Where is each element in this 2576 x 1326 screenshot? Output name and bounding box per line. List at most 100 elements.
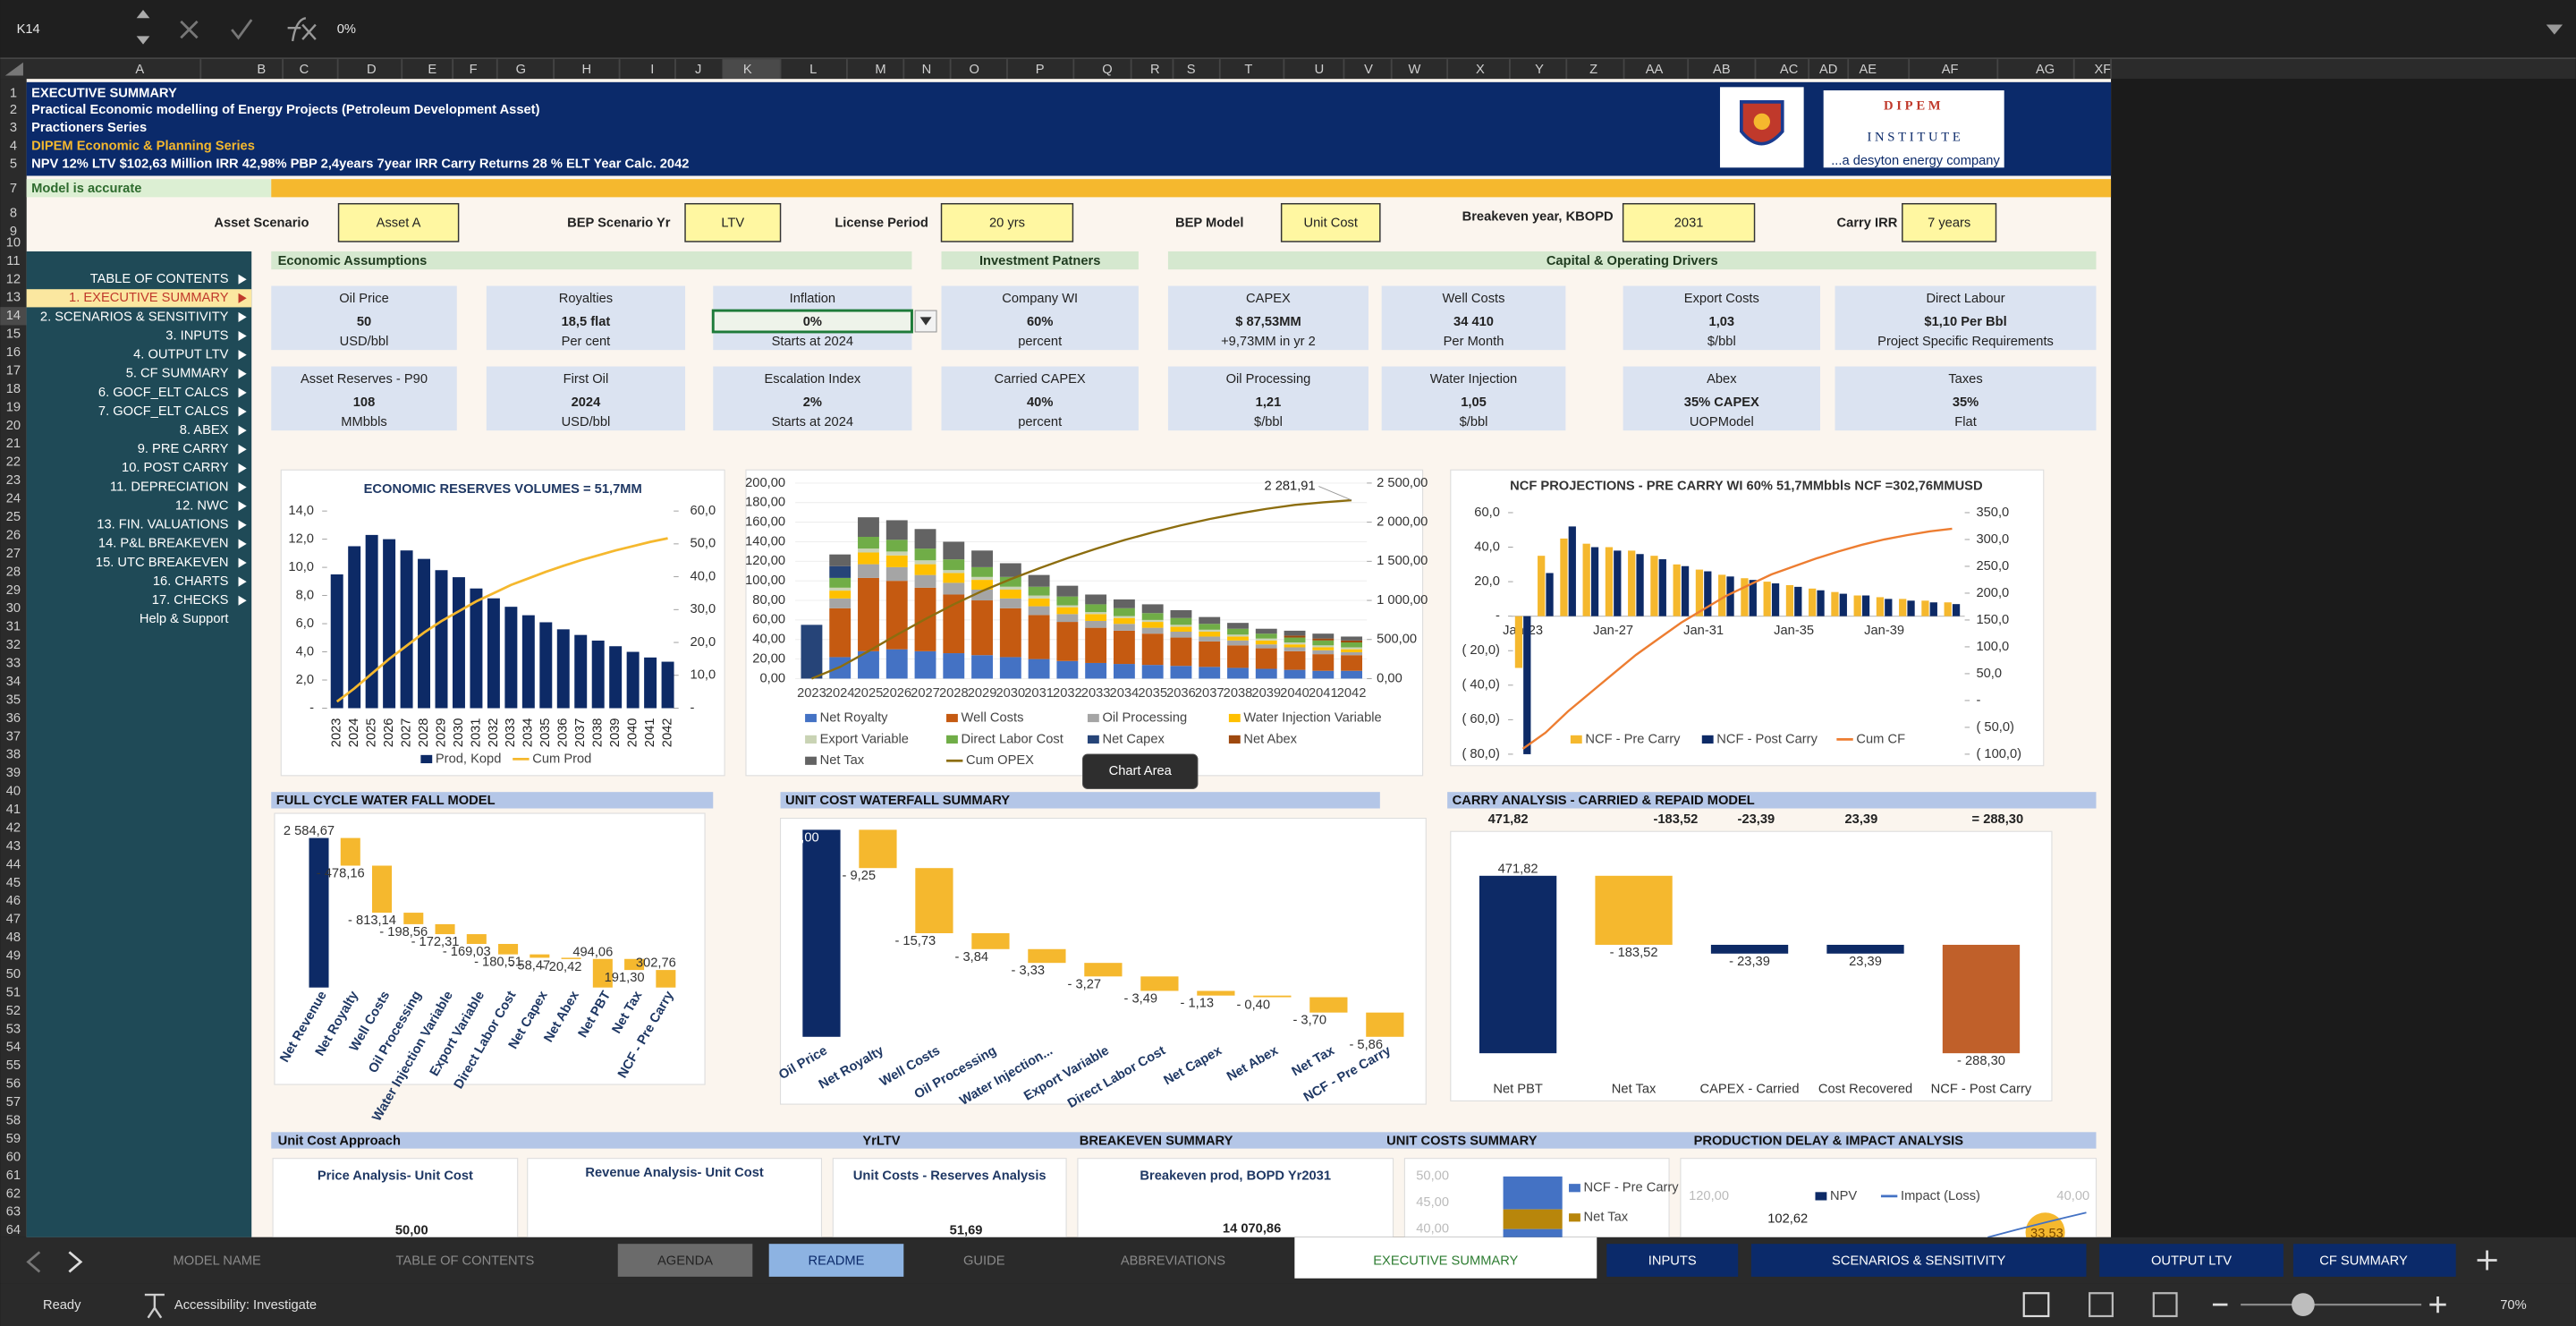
sheet-tab-label[interactable]: OUTPUT LTV [2151, 1254, 2232, 1268]
column-header[interactable]: AA [1646, 63, 1664, 77]
sheet-tab-label[interactable]: MODEL NAME [174, 1254, 261, 1268]
navigation-link[interactable]: 9. PRE CARRY [138, 442, 229, 456]
column-header[interactable]: K [743, 63, 752, 77]
zoom-thumb[interactable] [2292, 1293, 2315, 1316]
sheet-tab[interactable] [1294, 1237, 1597, 1279]
navigation-link[interactable]: Help & Support [140, 612, 229, 626]
column-header[interactable]: M [875, 63, 886, 77]
row-header[interactable]: 11 [6, 254, 20, 268]
row-header[interactable]: 57 [6, 1095, 21, 1109]
selector-value[interactable]: 7 years [1928, 217, 1970, 231]
sheet-tab-label[interactable]: ABBREVIATIONS [1121, 1254, 1225, 1268]
row-header[interactable]: 3 [10, 121, 17, 135]
sheet-tab-label[interactable]: CF SUMMARY [2319, 1254, 2408, 1268]
navigation-link[interactable]: 8. ABEX [180, 423, 229, 438]
column-header[interactable]: S [1187, 63, 1196, 77]
column-header[interactable]: D [367, 63, 377, 77]
column-header[interactable]: AD [1819, 63, 1837, 77]
selector-value[interactable]: LTV [721, 217, 744, 231]
row-header[interactable]: 63 [6, 1205, 21, 1220]
row-header[interactable]: 34 [6, 675, 21, 689]
row-header[interactable]: 10 [6, 236, 21, 251]
row-header[interactable]: 20 [6, 419, 21, 433]
row-header[interactable]: 28 [6, 565, 21, 579]
column-header[interactable]: AC [1780, 63, 1799, 77]
row-header[interactable]: 7 [10, 182, 17, 196]
row-header[interactable]: 29 [6, 583, 21, 598]
selector-box[interactable] [1902, 202, 1997, 242]
column-header[interactable]: F [470, 63, 478, 77]
row-header[interactable]: 21 [6, 437, 21, 451]
column-header[interactable]: XF [2094, 63, 2111, 77]
row-header[interactable]: 45 [6, 876, 21, 890]
column-header[interactable]: X [1476, 63, 1485, 77]
row-header[interactable]: 13 [6, 291, 21, 305]
row-header[interactable]: 35 [6, 693, 21, 707]
row-header[interactable]: 61 [6, 1169, 21, 1183]
column-header[interactable]: B [257, 63, 266, 77]
row-header[interactable]: 42 [6, 820, 21, 835]
selector-box[interactable] [1622, 202, 1756, 242]
view-layout[interactable] [2089, 1292, 2114, 1318]
row-header[interactable]: 31 [6, 620, 21, 634]
row-header[interactable]: 24 [6, 492, 21, 506]
row-header[interactable]: 48 [6, 931, 21, 945]
row-header[interactable]: 4 [10, 139, 17, 153]
column-header[interactable]: Z [1589, 63, 1597, 77]
column-header[interactable]: R [1150, 63, 1160, 77]
column-header[interactable]: E [428, 63, 436, 77]
navigation-link[interactable]: 17. CHECKS [152, 593, 229, 608]
navigation-link[interactable]: 14. P&L BREAKEVEN [98, 537, 229, 551]
navigation-link[interactable]: 4. OUTPUT LTV [133, 348, 229, 362]
selector-value[interactable]: 20 yrs [989, 217, 1025, 231]
row-header[interactable]: 55 [6, 1058, 21, 1073]
row-header[interactable]: 19 [6, 400, 21, 414]
selector-box[interactable] [337, 202, 460, 242]
row-header[interactable]: 22 [6, 455, 21, 470]
row-header[interactable]: 60 [6, 1150, 21, 1164]
accessibility-status[interactable]: Accessibility: Investigate [174, 1298, 317, 1313]
column-header[interactable]: L [809, 63, 817, 77]
row-header[interactable]: 43 [6, 839, 21, 854]
row-header[interactable]: 46 [6, 894, 21, 908]
row-header[interactable]: 59 [6, 1132, 21, 1146]
navigation-link[interactable]: TABLE OF CONTENTS [90, 272, 229, 286]
sheet-tab-label[interactable]: GUIDE [963, 1254, 1005, 1268]
row-header[interactable]: 49 [6, 949, 21, 964]
sheet-tab[interactable] [1750, 1244, 2087, 1277]
row-header[interactable]: 54 [6, 1041, 21, 1055]
row-header[interactable]: 15 [6, 327, 21, 342]
view-normal[interactable] [2022, 1292, 2050, 1318]
row-header[interactable]: 26 [6, 528, 21, 542]
column-header[interactable]: T [1244, 63, 1252, 77]
navigation-link[interactable]: 5. CF SUMMARY [126, 367, 229, 381]
row-header[interactable]: 5 [10, 157, 17, 172]
column-header[interactable]: A [135, 63, 144, 77]
row-header[interactable]: 44 [6, 857, 21, 871]
navigation-link[interactable]: 1. EXECUTIVE SUMMARY [69, 291, 229, 305]
selector-value[interactable]: Asset A [377, 217, 421, 231]
row-header[interactable]: 62 [6, 1186, 21, 1201]
row-header[interactable]: 23 [6, 473, 21, 488]
sheet-tab[interactable] [2292, 1244, 2456, 1277]
selector-box[interactable] [684, 202, 782, 242]
column-header[interactable]: AE [1859, 63, 1877, 77]
name-box[interactable]: K14 [17, 22, 40, 37]
column-header[interactable]: Q [1102, 63, 1112, 77]
row-header[interactable]: 40 [6, 785, 21, 799]
column-header[interactable]: N [922, 63, 932, 77]
row-header[interactable]: 58 [6, 1114, 21, 1128]
row-header[interactable]: 18 [6, 382, 21, 396]
column-header[interactable]: H [582, 63, 592, 77]
row-header[interactable]: 25 [6, 510, 21, 524]
row-header[interactable]: 27 [6, 547, 21, 561]
row-header[interactable]: 38 [6, 748, 21, 762]
row-header[interactable]: 36 [6, 711, 21, 726]
column-header[interactable]: AB [1713, 63, 1731, 77]
sheet-tab-label[interactable]: TABLE OF CONTENTS [396, 1254, 535, 1268]
row-header[interactable]: 8 [10, 207, 17, 221]
column-header[interactable]: C [300, 63, 309, 77]
column-header[interactable]: U [1315, 63, 1325, 77]
row-header[interactable]: 12 [6, 272, 21, 286]
row-header[interactable]: 1 [10, 87, 17, 101]
